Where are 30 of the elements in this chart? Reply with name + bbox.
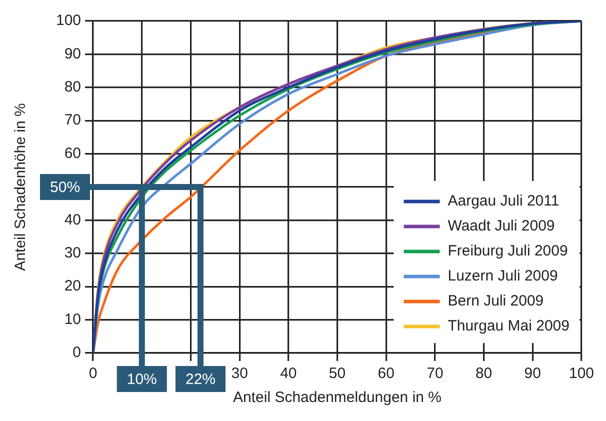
x-axis-title: Anteil Schadenmeldungen in % [233, 389, 442, 406]
legend-label: Freiburg Juli 2009 [448, 242, 568, 260]
ref-line-label: 50% [50, 179, 80, 196]
x-tick-label: 40 [280, 365, 297, 382]
y-tick-label: 40 [64, 211, 82, 228]
x-tick-label: 0 [88, 365, 98, 382]
y-tick-label: 100 [56, 12, 82, 30]
x-tick-label: 90 [524, 365, 541, 382]
y-tick-label: 60 [64, 144, 82, 162]
y-tick-label: 70 [64, 112, 82, 129]
ref-line-label: 10% [126, 371, 157, 388]
legend-label: Aargau Juli 2011 [448, 192, 560, 210]
y-axis-title: Anteil Schadenhöhe in % [12, 103, 30, 271]
y-tick-label: 0 [72, 344, 82, 362]
legend-label: Luzern Juli 2009 [448, 268, 558, 285]
x-tick-label: 70 [426, 365, 444, 382]
x-tick-label: 100 [568, 365, 594, 382]
ref-line-label: 22% [185, 371, 216, 388]
x-tick-label: 50 [328, 365, 346, 382]
legend-label: Thurgau Mai 2009 [448, 318, 570, 335]
y-tick-label: 20 [64, 278, 82, 295]
y-tick-label: 30 [64, 244, 82, 262]
y-tick-label: 90 [64, 45, 82, 62]
y-tick-label: 10 [64, 310, 82, 328]
x-tick-label: 80 [475, 365, 492, 382]
legend-label: Waadt Juli 2009 [448, 218, 555, 235]
x-tick-label: 60 [378, 365, 394, 382]
legend-label: Bern Juli 2009 [448, 292, 544, 310]
x-tick-label: 30 [231, 365, 248, 382]
y-tick-label: 80 [64, 78, 82, 96]
